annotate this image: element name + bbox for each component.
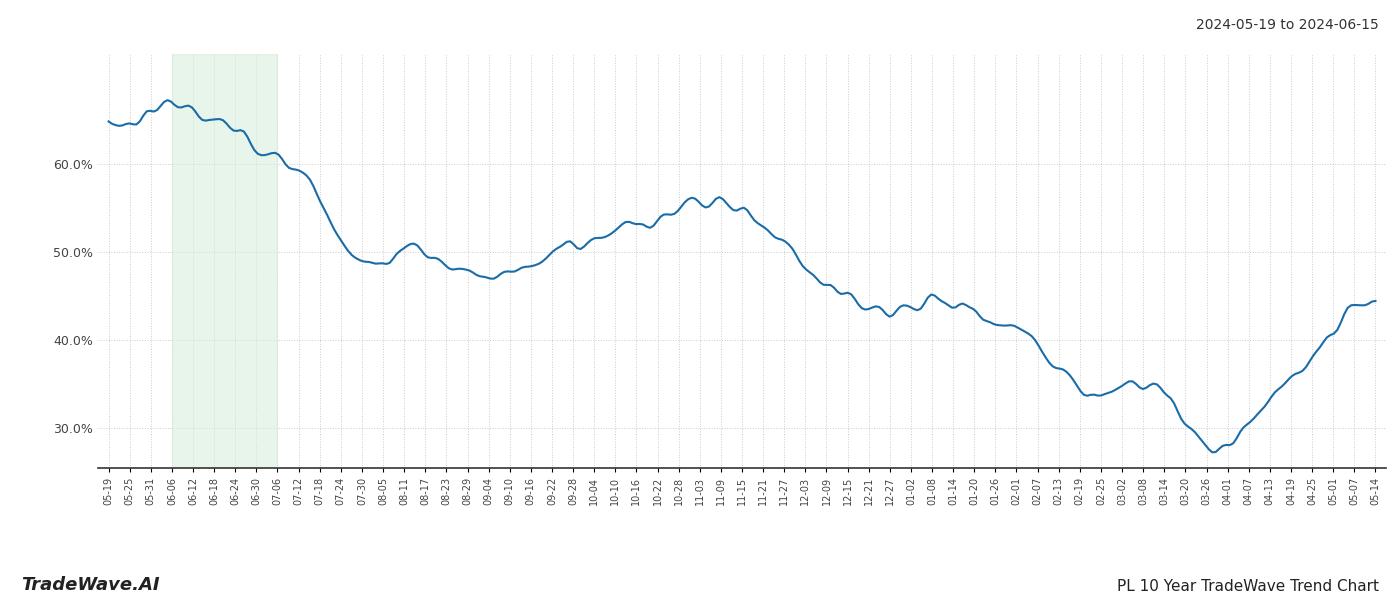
- Bar: [172, 54, 277, 468]
- Text: 2024-05-19 to 2024-06-15: 2024-05-19 to 2024-06-15: [1196, 18, 1379, 32]
- Text: TradeWave.AI: TradeWave.AI: [21, 576, 160, 594]
- Text: PL 10 Year TradeWave Trend Chart: PL 10 Year TradeWave Trend Chart: [1117, 579, 1379, 594]
